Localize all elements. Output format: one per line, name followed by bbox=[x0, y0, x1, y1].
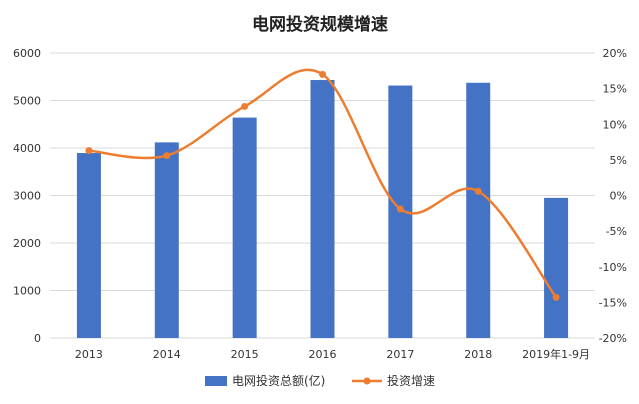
right-tick-label: 20% bbox=[603, 47, 627, 60]
right-tick-label: 15% bbox=[603, 83, 627, 96]
right-tick-label: 10% bbox=[603, 118, 627, 131]
bar bbox=[76, 153, 101, 338]
right-axis: -20% -15% -10% -5% 0% 5% 10% 15% 20% bbox=[599, 47, 627, 345]
x-axis: 2013 2014 2015 2016 2017 2018 2019年1-9月 bbox=[75, 347, 590, 361]
growth-point bbox=[396, 205, 404, 213]
growth-point bbox=[85, 147, 93, 155]
left-tick-label: 3000 bbox=[13, 190, 41, 203]
bar bbox=[232, 117, 257, 338]
growth-point bbox=[474, 187, 482, 195]
bar bbox=[466, 82, 491, 338]
line-series bbox=[85, 68, 560, 301]
right-tick-label: -15% bbox=[599, 296, 627, 309]
chart-title: 电网投资规模增速 bbox=[252, 14, 388, 35]
left-tick-label: 6000 bbox=[13, 47, 41, 60]
left-tick-label: 5000 bbox=[13, 95, 41, 108]
bar bbox=[544, 197, 569, 338]
x-tick-label: 2013 bbox=[75, 348, 103, 361]
left-axis: 0 1000 2000 3000 4000 5000 6000 bbox=[13, 47, 41, 345]
left-tick-label: 1000 bbox=[13, 285, 41, 298]
left-tick-label: 0 bbox=[34, 332, 41, 345]
bar-series bbox=[76, 80, 569, 338]
right-tick-label: -5% bbox=[606, 225, 627, 238]
bar bbox=[310, 80, 335, 338]
legend-line-label: 投资增速 bbox=[387, 373, 435, 388]
growth-point bbox=[163, 152, 171, 160]
bar bbox=[154, 142, 179, 338]
right-tick-label: 5% bbox=[610, 154, 627, 167]
x-tick-label: 2016 bbox=[309, 348, 337, 361]
left-tick-label: 2000 bbox=[13, 237, 41, 250]
legend-bar-swatch bbox=[205, 376, 227, 386]
left-tick-label: 4000 bbox=[13, 142, 41, 155]
x-tick-label: 2018 bbox=[464, 348, 492, 361]
x-tick-label: 2015 bbox=[231, 348, 259, 361]
right-tick-label: 0% bbox=[610, 190, 627, 203]
x-tick-label: 2014 bbox=[153, 348, 181, 361]
x-tick-label: 2019年1-9月 bbox=[522, 347, 590, 361]
right-tick-label: -10% bbox=[599, 261, 627, 274]
growth-point bbox=[552, 293, 560, 301]
legend-line-marker bbox=[363, 377, 371, 385]
right-tick-label: -20% bbox=[599, 332, 627, 345]
legend-bar-label: 电网投资总额(亿) bbox=[232, 373, 325, 388]
legend: 电网投资总额(亿) 投资增速 bbox=[205, 373, 435, 388]
growth-point bbox=[241, 102, 249, 110]
x-tick-label: 2017 bbox=[386, 348, 414, 361]
growth-point bbox=[319, 70, 326, 78]
